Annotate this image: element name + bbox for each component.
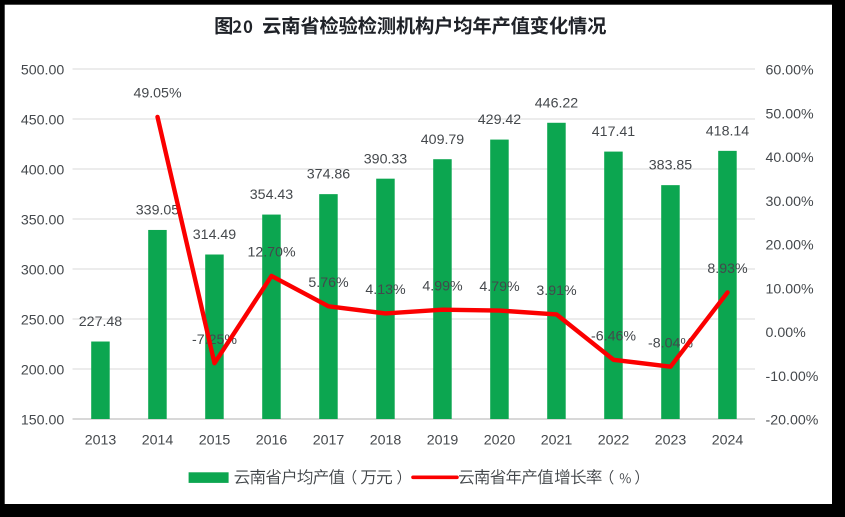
svg-text:4.79%: 4.79% (479, 279, 520, 295)
svg-text:2022: 2022 (598, 433, 630, 449)
svg-text:2017: 2017 (313, 433, 345, 449)
svg-text:200.00: 200.00 (21, 363, 65, 379)
svg-text:250.00: 250.00 (21, 313, 65, 329)
svg-text:50.00%: 50.00% (766, 106, 815, 122)
svg-text:300.00: 300.00 (21, 263, 65, 279)
svg-text:314.49: 314.49 (193, 227, 237, 243)
svg-text:446.22: 446.22 (535, 95, 579, 111)
svg-text:354.43: 354.43 (250, 187, 294, 203)
svg-text:418.14: 418.14 (706, 124, 750, 140)
svg-text:-8.04%: -8.04% (648, 335, 693, 351)
svg-text:2013: 2013 (85, 433, 117, 449)
svg-text:8.93%: 8.93% (707, 261, 748, 277)
svg-text:10.00%: 10.00% (766, 281, 815, 297)
svg-text:4.99%: 4.99% (422, 278, 463, 294)
svg-text:2023: 2023 (655, 433, 687, 449)
svg-text:2018: 2018 (370, 433, 402, 449)
svg-text:40.00%: 40.00% (766, 150, 815, 166)
svg-text:60.00%: 60.00% (766, 63, 815, 79)
svg-text:49.05%: 49.05% (133, 86, 182, 102)
svg-text:2024: 2024 (712, 433, 744, 449)
svg-text:2014: 2014 (142, 433, 174, 449)
svg-text:429.42: 429.42 (478, 112, 522, 128)
svg-text:390.33: 390.33 (364, 151, 408, 167)
svg-text:-6.46%: -6.46% (591, 328, 636, 344)
svg-text:5.76%: 5.76% (308, 275, 349, 291)
svg-text:400.00: 400.00 (21, 163, 65, 179)
svg-text:417.41: 417.41 (592, 124, 636, 140)
svg-text:227.48: 227.48 (79, 314, 123, 330)
svg-text:20.00%: 20.00% (766, 238, 815, 254)
svg-text:374.86: 374.86 (307, 167, 351, 183)
svg-text:3.91%: 3.91% (536, 283, 577, 299)
svg-text:0.00%: 0.00% (766, 325, 807, 341)
svg-text:339.05: 339.05 (136, 203, 180, 219)
svg-text:383.85: 383.85 (649, 158, 693, 174)
svg-text:12.70%: 12.70% (247, 245, 296, 261)
svg-text:350.00: 350.00 (21, 213, 65, 229)
svg-text:2019: 2019 (427, 433, 459, 449)
svg-text:4.13%: 4.13% (365, 282, 406, 298)
svg-text:2020: 2020 (484, 433, 516, 449)
svg-text:-20.00%: -20.00% (766, 413, 819, 429)
svg-text:2015: 2015 (199, 433, 231, 449)
svg-text:30.00%: 30.00% (766, 194, 815, 210)
svg-text:2021: 2021 (541, 433, 573, 449)
svg-text:-10.00%: -10.00% (766, 369, 819, 385)
svg-text:500.00: 500.00 (21, 63, 65, 79)
svg-text:2016: 2016 (256, 433, 288, 449)
svg-text:450.00: 450.00 (21, 113, 65, 129)
svg-text:409.79: 409.79 (421, 132, 465, 148)
svg-text:150.00: 150.00 (21, 413, 65, 429)
